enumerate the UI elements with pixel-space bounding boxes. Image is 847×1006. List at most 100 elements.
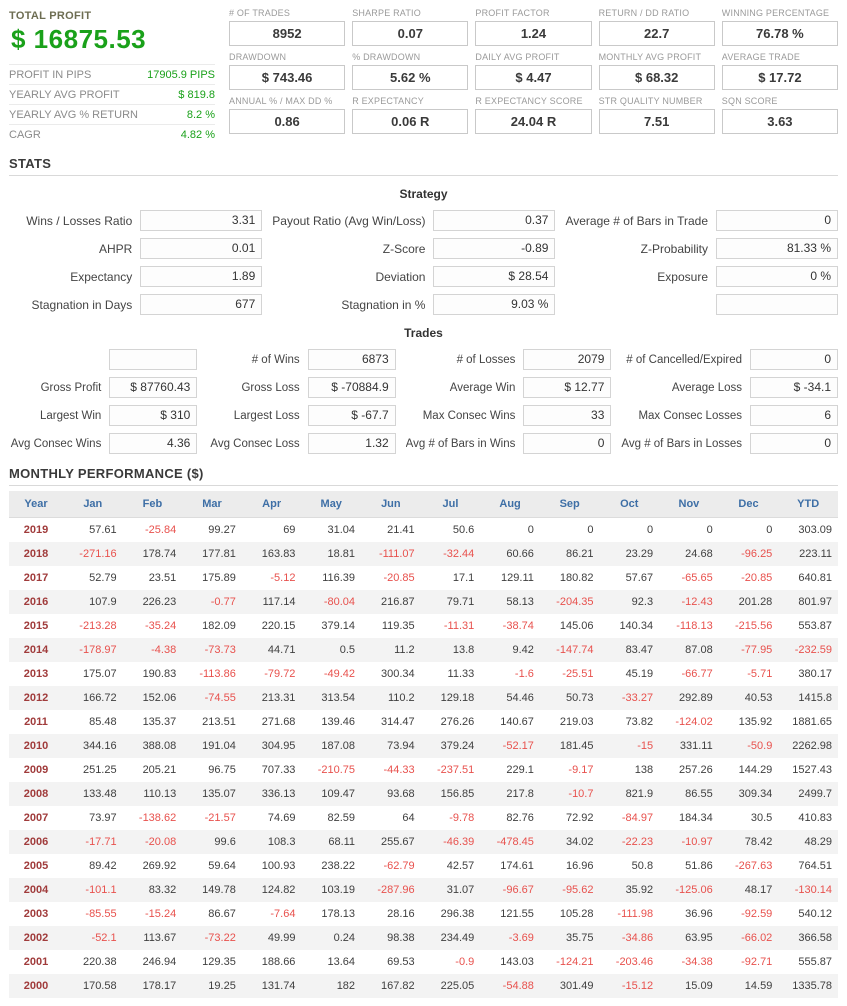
stat-value: 0 — [750, 433, 838, 454]
year-cell: 2017 — [23, 572, 49, 584]
month-value-cell: 0.24 — [333, 932, 356, 944]
month-value-cell: 314.47 — [381, 716, 415, 728]
total-profit-label: TOTAL PROFIT — [9, 10, 92, 22]
month-value-cell: 344.16 — [82, 740, 117, 752]
month-value-cell: 74.69 — [267, 812, 296, 824]
monthly-col-header-jan: Jan — [63, 491, 123, 518]
month-value-cell: 73.94 — [387, 740, 415, 752]
month-value-cell: 174.61 — [500, 860, 534, 872]
month-value-cell: -73.73 — [204, 644, 236, 656]
monthly-row-2012: 2012 166.72 152.06 -74.55 213.31 313.54 110.2 1… — [9, 686, 838, 710]
month-value-cell: 178.13 — [321, 908, 356, 920]
monthly-table-body: 2019 57.61 -25.84 99.27 69 31.04 21.41 50.6 0 0 0 0… — [9, 518, 838, 998]
year-cell: 2016 — [23, 596, 49, 608]
month-value-cell: 87.08 — [685, 644, 713, 656]
month-value-cell: -85.55 — [85, 908, 117, 920]
month-value-cell: 59.64 — [208, 860, 236, 872]
month-value-cell: 48.17 — [744, 884, 773, 896]
stat-value: 81.33 % — [716, 238, 838, 259]
strategy-subsection: Strategy Wins / Losses Ratio 3.31 Payout R… — [9, 187, 838, 315]
month-value-cell: 764.51 — [798, 860, 832, 872]
stat-value: 0.01 — [140, 238, 263, 259]
month-value-cell: 303.09 — [798, 524, 832, 536]
month-value-cell: -11.31 — [443, 620, 475, 632]
month-value-cell: 640.81 — [798, 572, 832, 584]
month-value-cell: 135.37 — [142, 716, 177, 728]
month-value-cell: 0 — [766, 524, 773, 536]
month-value-cell: 191.04 — [202, 740, 236, 752]
year-cell: 2001 — [23, 956, 49, 968]
month-value-cell: 35.92 — [625, 884, 654, 896]
month-value-cell: 108.3 — [267, 836, 296, 848]
metric-profit-factor: PROFIT FACTOR 1.24 — [475, 8, 592, 46]
monthly-col-header-nov: Nov — [659, 491, 719, 518]
stat-pair-stagnation-in: Stagnation in % 9.03 % — [272, 294, 556, 315]
monthly-row-2006: 2006 -17.71 -20.08 99.6 108.3 68.11 255.67 -46.… — [9, 830, 838, 854]
summary-label: YEARLY AVG PROFIT — [9, 89, 120, 101]
month-value-cell: 223.11 — [799, 548, 832, 560]
strategy-title: Strategy — [399, 187, 448, 201]
year-cell: 2010 — [23, 740, 49, 752]
month-value-cell: -5.71 — [747, 668, 773, 680]
monthly-col-header-year: Year — [9, 491, 63, 518]
month-value-cell: -178.97 — [79, 644, 117, 656]
monthly-col-header-jul: Jul — [420, 491, 481, 518]
month-value-cell: -10.97 — [681, 836, 713, 848]
stat-label: Largest Loss — [233, 409, 300, 422]
stat-pair-avg-of-bars-in-wins: Avg # of Bars in Wins 0 — [406, 433, 612, 454]
metric-of-trades: # OF TRADES 8952 — [229, 8, 346, 46]
stat-pair-blank — [565, 294, 838, 315]
month-value-cell: 707.33 — [261, 764, 296, 776]
summary-row-yearly-avg-profit: YEARLY AVG PROFIT $ 819.8 — [9, 84, 215, 104]
month-value-cell: -66.02 — [741, 932, 773, 944]
month-value-cell: 144.29 — [738, 764, 773, 776]
stat-label: Stagnation in % — [341, 297, 426, 312]
month-value-cell: -34.86 — [621, 932, 654, 944]
month-value-cell: -33.27 — [621, 692, 654, 704]
month-value-cell: -0.77 — [210, 596, 236, 608]
month-value-cell: -9.17 — [568, 764, 594, 776]
month-value-cell: 73.97 — [89, 812, 117, 824]
month-value-cell: -20.85 — [741, 572, 773, 584]
stat-pair-ahpr: AHPR 0.01 — [9, 238, 263, 259]
year-cell: 2002 — [23, 932, 49, 944]
month-value-cell: 31.07 — [446, 884, 475, 896]
stat-value: 2079 — [523, 349, 612, 370]
month-value-cell: 2499.7 — [798, 788, 832, 800]
metric-value: $ 743.46 — [229, 65, 346, 90]
stat-pair-avg-of-bars-in-losses: Avg # of Bars in Losses 0 — [621, 433, 838, 454]
metric-value: 76.78 % — [721, 21, 838, 46]
monthly-row-2013: 2013 175.07 190.83 -113.86 -79.72 -49.42 300.3… — [9, 662, 838, 686]
month-value-cell: 276.26 — [440, 716, 475, 728]
month-value-cell: 63.95 — [685, 932, 713, 944]
month-value-cell: 379.24 — [440, 740, 475, 752]
monthly-col-header-may: May — [301, 491, 362, 518]
month-value-cell: -25.84 — [145, 524, 177, 536]
month-value-cell: 21.41 — [387, 524, 415, 536]
month-value-cell: 225.05 — [440, 980, 475, 992]
month-value-cell: 19.25 — [208, 980, 236, 992]
month-value-cell: -20.08 — [145, 836, 177, 848]
month-value-cell: 143.03 — [500, 956, 534, 968]
month-value-cell: 30.5 — [750, 812, 773, 824]
month-value-cell: 83.32 — [148, 884, 177, 896]
month-value-cell: 64 — [402, 812, 415, 824]
month-value-cell: 238.22 — [321, 860, 356, 872]
stat-value: 1.89 — [140, 266, 263, 287]
month-value-cell: 57.61 — [89, 524, 117, 536]
stat-pair-of-losses: # of Losses 2079 — [406, 349, 612, 370]
month-value-cell: 79.71 — [446, 596, 475, 608]
month-value-cell: 50.6 — [452, 524, 475, 536]
monthly-col-header-aug: Aug — [480, 491, 540, 518]
month-value-cell: 801.97 — [798, 596, 832, 608]
month-value-cell: 86.67 — [208, 908, 236, 920]
month-value-cell: 1335.78 — [792, 980, 832, 992]
month-value-cell: -203.46 — [615, 956, 654, 968]
total-profit-value: $ 16875.53 — [11, 24, 147, 54]
month-value-cell: 0 — [527, 524, 534, 536]
monthly-col-header-ytd: YTD — [778, 491, 838, 518]
month-value-cell: 129.35 — [202, 956, 236, 968]
year-cell: 2014 — [23, 644, 49, 656]
metric-monthly-avg-profit: MONTHLY AVG PROFIT $ 68.32 — [598, 52, 715, 90]
summary-row-yearly-avg-return: YEARLY AVG % RETURN 8.2 % — [9, 104, 215, 124]
